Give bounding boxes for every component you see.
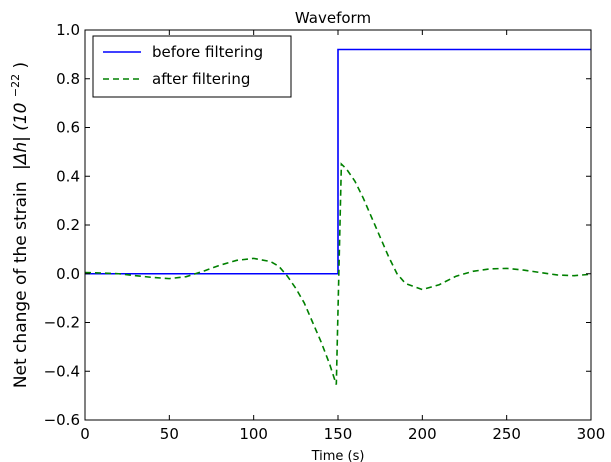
legend-label-before-filtering: before filtering bbox=[152, 43, 263, 61]
y-tick-label: −0.4 bbox=[44, 362, 80, 380]
y-tick-label: 1.0 bbox=[56, 21, 80, 39]
x-tick-label: 50 bbox=[160, 425, 179, 443]
x-tick-label: 200 bbox=[408, 425, 437, 443]
y-axis-label-math: |Δh| (10 bbox=[11, 103, 31, 171]
legend-label-after-filtering: after filtering bbox=[152, 70, 250, 88]
series-line-before-filtering bbox=[85, 48, 591, 275]
y-axis-label-exponent: −22 bbox=[9, 74, 22, 97]
y-tick-label: 0.4 bbox=[56, 167, 80, 185]
y-tick-label: −0.6 bbox=[44, 411, 80, 429]
legend: before filtering after filtering bbox=[92, 35, 292, 98]
y-tick-label: −0.2 bbox=[44, 314, 80, 332]
series-line-after-filtering bbox=[85, 162, 591, 385]
legend-box bbox=[92, 35, 292, 98]
x-tick-label: 250 bbox=[492, 425, 521, 443]
chart-title: Waveform bbox=[295, 9, 371, 27]
y-axis-label: Net change of the strain |Δh| (10 −22 ) bbox=[4, 62, 31, 388]
y-tick-label: 0.8 bbox=[56, 70, 80, 88]
x-axis-label: Time (s) bbox=[311, 449, 365, 462]
x-tick-label: 100 bbox=[239, 425, 268, 443]
y-tick-label: 0.6 bbox=[56, 119, 80, 137]
y-tick-label: 0.0 bbox=[56, 265, 80, 283]
y-tick-label: 0.2 bbox=[56, 216, 80, 234]
x-tick-label: 0 bbox=[80, 425, 90, 443]
x-tick-label: 150 bbox=[324, 425, 353, 443]
y-axis-label-close: ) bbox=[11, 62, 31, 69]
x-tick-label: 300 bbox=[577, 425, 606, 443]
y-axis-label-text: Net change of the strain bbox=[11, 181, 31, 388]
